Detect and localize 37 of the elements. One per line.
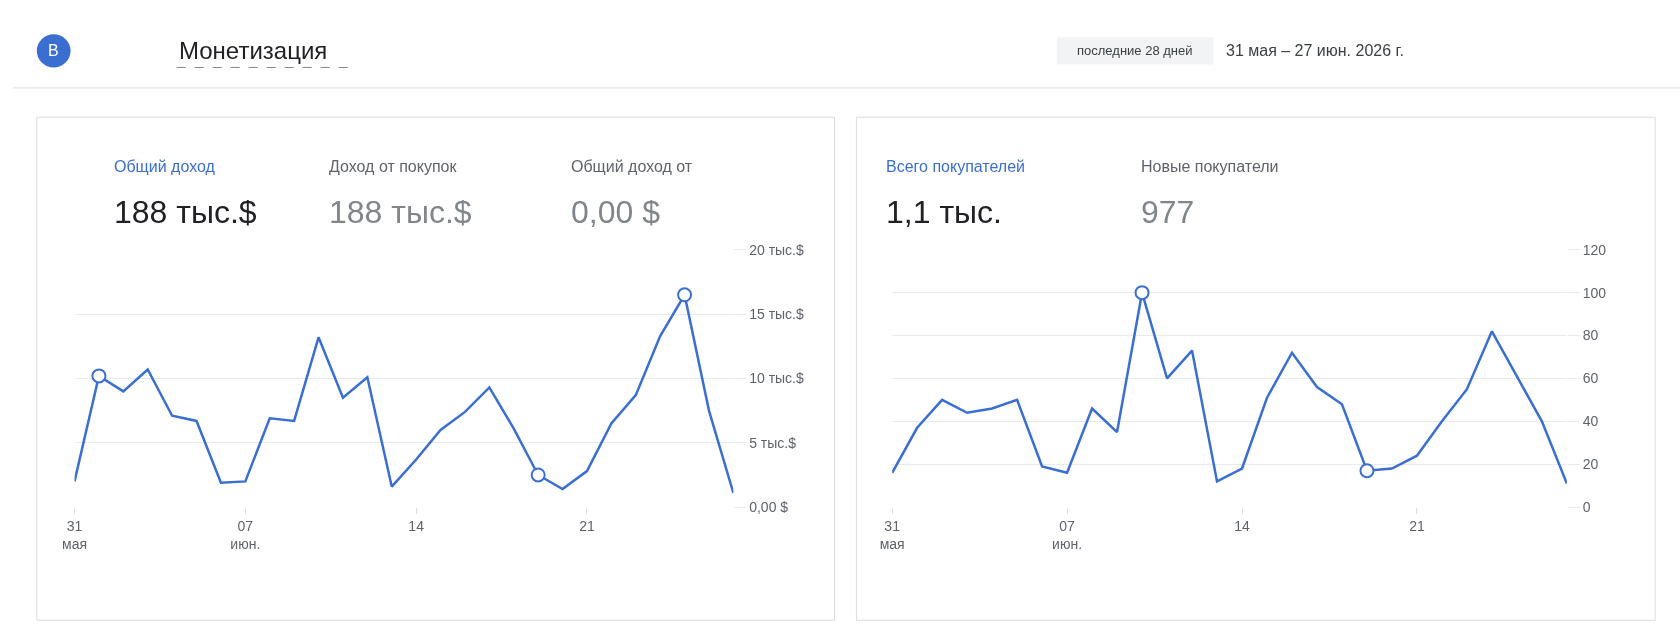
- x-tick-label: 07 июн.: [1052, 517, 1083, 553]
- text: 0,00 $: [571, 194, 661, 230]
- text: Доход от покупок: [329, 158, 458, 175]
- text: Общий доход от: [571, 158, 693, 175]
- point: [91, 368, 107, 384]
- text: 31 мая – 27 июн. 2026 г.: [1226, 42, 1404, 59]
- y-tick-label: 60: [1582, 370, 1599, 387]
- y-tick-label: 100: [1582, 284, 1607, 301]
- x-tick-label: 31 мая: [879, 517, 905, 553]
- y-tick-label: 0,00 $: [749, 499, 789, 516]
- text: последние 28 дней: [1077, 43, 1193, 58]
- text: 977: [1141, 194, 1195, 230]
- x-tick-label: 14: [1234, 517, 1250, 534]
- y-tick-label: 10 тыс.$: [749, 370, 805, 387]
- text: 188 тыс.$: [114, 194, 257, 230]
- y-tick-label: 120: [1582, 241, 1607, 258]
- text: 188 тыс.$: [329, 194, 472, 230]
- text: Всего покупателей: [886, 158, 1026, 175]
- text: Общий доход: [114, 158, 216, 175]
- y-tick-label: 15 тыс.$: [749, 306, 805, 323]
- y-tick-label: 80: [1582, 327, 1599, 344]
- y-tick-label: 0: [1582, 499, 1591, 516]
- text: 1,1 тыс.: [886, 194, 1002, 230]
- x-tick-label: 21: [579, 517, 595, 534]
- text: B: [48, 42, 59, 59]
- x-tick-label: 14: [408, 517, 425, 534]
- y-tick-label: 20 тыс.$: [749, 241, 805, 258]
- text: Монетизация: [179, 37, 328, 64]
- x-tick-label: 21: [1409, 517, 1425, 534]
- y-tick-label: 40: [1582, 413, 1599, 430]
- text: Новые покупатели: [1141, 158, 1279, 175]
- point: [677, 287, 693, 303]
- x-tick-label: 31 мая: [62, 517, 88, 553]
- x-tick-label: 07 июн.: [230, 517, 261, 553]
- y-tick-label: 20: [1582, 456, 1599, 473]
- point: [530, 467, 546, 483]
- y-tick-label: 5 тыс.$: [749, 434, 797, 451]
